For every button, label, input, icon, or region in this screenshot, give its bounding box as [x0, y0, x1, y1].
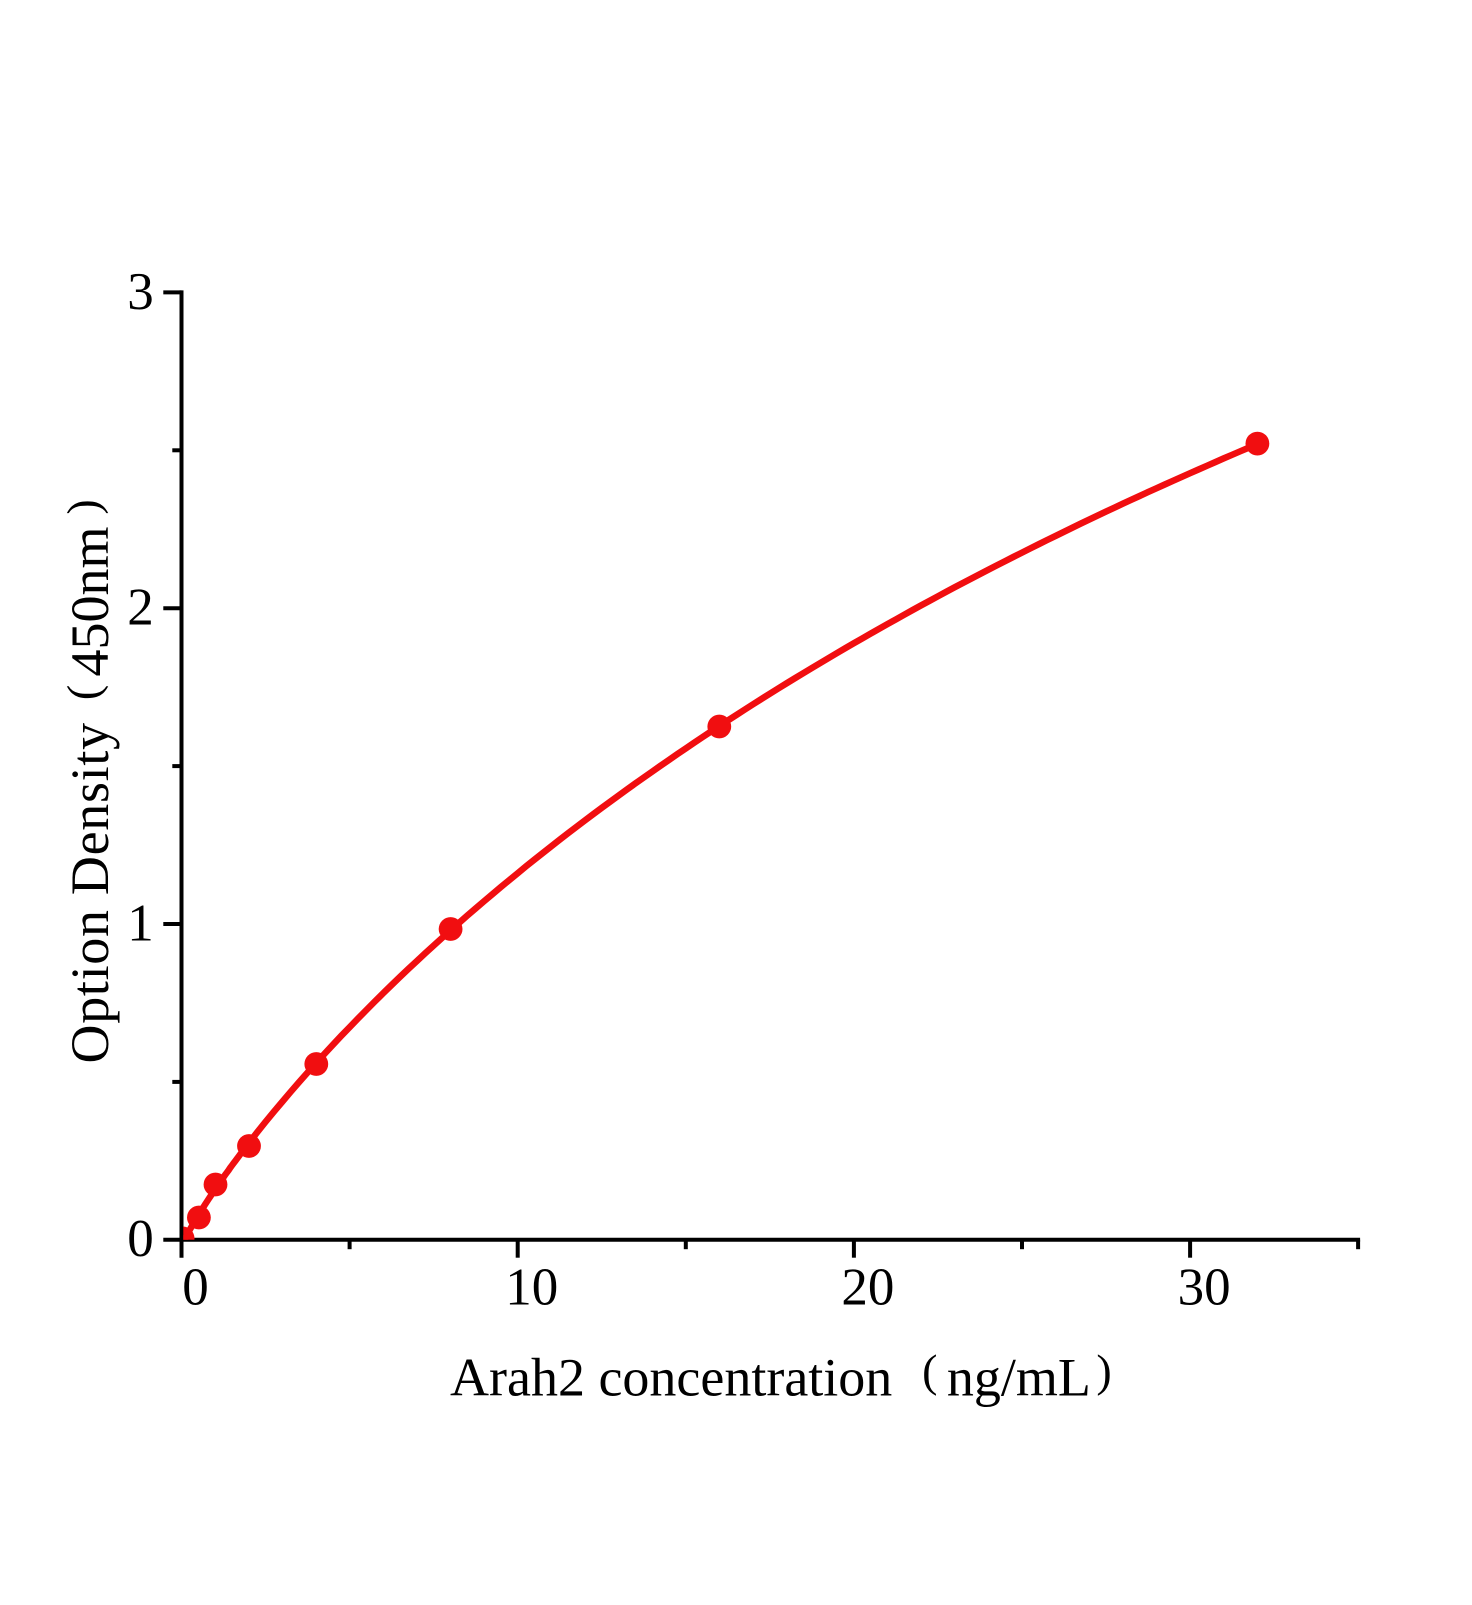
svg-text:): )	[1096, 1345, 1111, 1396]
svg-text:(: (	[922, 1345, 937, 1396]
svg-text:30: 30	[1178, 1259, 1231, 1317]
svg-text:1: 1	[127, 895, 154, 953]
svg-text:450nm: 450nm	[60, 526, 120, 676]
svg-text:ng/mL: ng/mL	[947, 1348, 1091, 1408]
svg-text:Arah2 concentration: Arah2 concentration	[450, 1348, 892, 1408]
svg-text:0: 0	[127, 1210, 154, 1268]
svg-text:3: 3	[127, 263, 154, 321]
svg-text:(: (	[58, 685, 109, 700]
svg-text:2: 2	[127, 579, 154, 637]
svg-text:0: 0	[182, 1259, 209, 1317]
svg-text:): )	[58, 499, 109, 514]
svg-text:Option Density: Option Density	[60, 722, 120, 1063]
svg-text:20: 20	[841, 1259, 894, 1317]
svg-text:10: 10	[505, 1259, 558, 1317]
